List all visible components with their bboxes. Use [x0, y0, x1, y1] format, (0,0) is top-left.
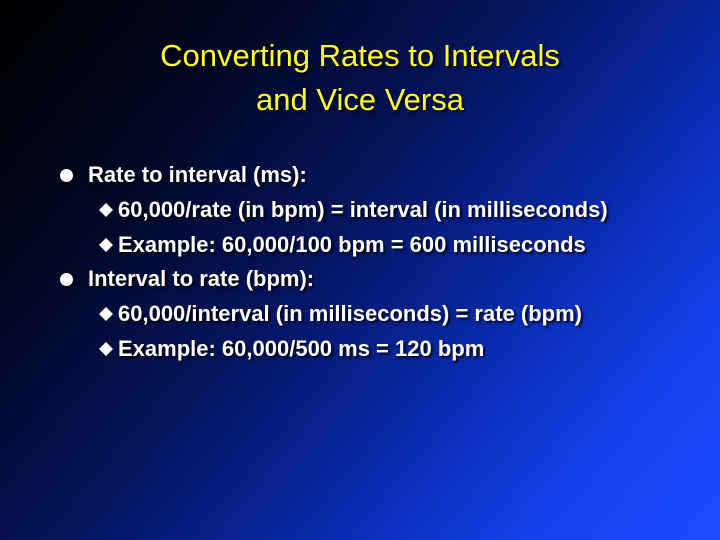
- filled-circle-bullet-icon: [60, 273, 73, 286]
- bullet-list: Rate to interval (ms): 60,000/rate (in b…: [0, 158, 720, 366]
- sub-bullet-item: Example: 60,000/100 bpm = 600 millisecon…: [0, 227, 638, 262]
- diamond-bullet-icon: [99, 238, 113, 252]
- sub-bullet-text: 60,000/rate (in bpm) = interval (in mill…: [118, 197, 608, 222]
- sub-bullet-item: 60,000/interval (in milliseconds) = rate…: [0, 296, 638, 331]
- bullet-text: Interval to rate (bpm):: [88, 266, 315, 291]
- sub-bullet-text: Example: 60,000/500 ms = 120 bpm: [118, 336, 485, 361]
- sub-bullet-item: 60,000/rate (in bpm) = interval (in mill…: [0, 192, 638, 227]
- sub-bullet-text: 60,000/interval (in milliseconds) = rate…: [118, 301, 582, 326]
- diamond-bullet-icon: [99, 342, 113, 356]
- slide-title-line-2: and Vice Versa: [256, 82, 464, 117]
- bullet-text: Rate to interval (ms):: [88, 162, 307, 187]
- diamond-bullet-icon: [99, 307, 113, 321]
- diamond-bullet-icon: [99, 203, 113, 217]
- slide-title-line-1: Converting Rates to Intervals: [160, 38, 560, 73]
- filled-circle-bullet-icon: [60, 169, 73, 182]
- sub-bullet-text: Example: 60,000/100 bpm = 600 millisecon…: [118, 232, 586, 257]
- bullet-item: Interval to rate (bpm):: [0, 262, 720, 296]
- slide-title: Converting Rates to Intervals and Vice V…: [0, 34, 720, 122]
- sub-bullet-item: Example: 60,000/500 ms = 120 bpm: [0, 331, 638, 366]
- bullet-item: Rate to interval (ms):: [0, 158, 720, 192]
